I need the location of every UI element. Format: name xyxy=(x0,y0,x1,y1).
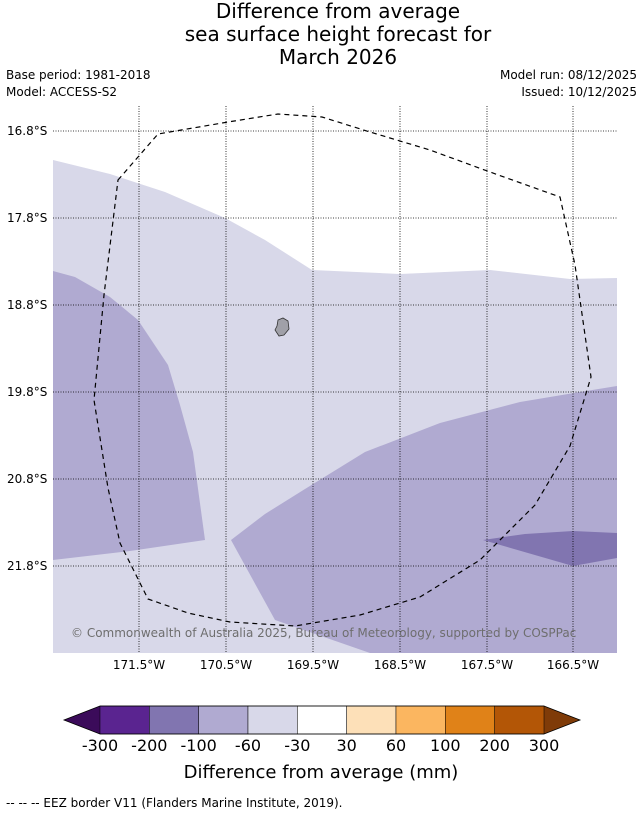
lat-label: 20.8°S xyxy=(7,472,47,486)
lon-label: 171.5°W xyxy=(113,658,165,672)
title-line-1: Difference from average xyxy=(215,0,461,23)
model-run: Model run: 08/12/2025 xyxy=(499,68,637,82)
colorbar-tick-label: -30 xyxy=(284,736,310,755)
latitude-labels: 16.8°S 17.8°S 18.8°S 19.8°S 20.8°S 21.8°… xyxy=(7,124,47,573)
lon-label: 166.5°W xyxy=(547,658,599,672)
island-shape xyxy=(274,317,290,337)
lon-label: 167.5°W xyxy=(461,658,513,672)
anomaly-region-west xyxy=(53,271,205,560)
meta-left: Base period: 1981-2018 Model: ACCESS-S2 xyxy=(6,67,151,101)
colorbar-tick-label: 30 xyxy=(336,736,356,755)
lon-label: 169.5°W xyxy=(287,658,339,672)
colorbar: -300 -200 -100 -60 -30 30 60 100 200 300 Differen… xyxy=(62,705,582,783)
lat-label: 17.8°S xyxy=(7,211,47,225)
map-figure: © Commonwealth of Australia 2025, Bureau… xyxy=(7,106,617,783)
colorbar-tick-label: -60 xyxy=(235,736,261,755)
colorbar-cell xyxy=(346,705,397,735)
copyright-notice: © Commonwealth of Australia 2025, Bureau… xyxy=(71,626,576,640)
issued-date: Issued: 10/12/2025 xyxy=(521,85,637,99)
colorbar-tick-label: 100 xyxy=(430,736,461,755)
lat-label: 18.8°S xyxy=(7,298,47,312)
colorbar-cell xyxy=(395,705,446,735)
colorbar-tick-label: 60 xyxy=(386,736,406,755)
anomaly-region-southeast xyxy=(231,386,617,653)
colorbar-tick-label: 300 xyxy=(529,736,560,755)
colorbar-tick-labels: -300 -200 -100 -60 -30 30 60 100 200 300 xyxy=(82,736,559,755)
lat-label: 19.8°S xyxy=(7,385,47,399)
colorbar-cell xyxy=(149,705,199,735)
colorbar-cells xyxy=(99,705,545,735)
base-period: Base period: 1981-2018 xyxy=(6,68,151,82)
colorbar-tick-label: 200 xyxy=(479,736,510,755)
colorbar-cell xyxy=(494,705,545,735)
colorbar-over-arrow xyxy=(544,706,580,734)
eez-border xyxy=(93,113,592,627)
colorbar-label: Difference from average (mm) xyxy=(184,762,459,783)
lat-label: 16.8°S xyxy=(7,124,47,138)
lon-label: 168.5°W xyxy=(374,658,426,672)
colorbar-tick-label: -100 xyxy=(181,736,217,755)
meta-right: Model run: 08/12/2025 Issued: 10/12/2025 xyxy=(500,67,637,101)
title-line-3: March 2026 xyxy=(278,45,398,69)
colorbar-cell xyxy=(247,705,298,735)
colorbar-cell xyxy=(297,705,347,735)
title-line-2: sea surface height forecast for xyxy=(184,22,492,46)
eez-legend-note: -- -- -- EEZ border V11 (Flanders Marine… xyxy=(6,796,343,810)
colorbar-tick-label: -200 xyxy=(131,736,167,755)
lon-label: 170.5°W xyxy=(200,658,252,672)
map-title: Difference from average sea surface heig… xyxy=(0,0,644,69)
colorbar-cell xyxy=(198,705,249,735)
lat-label: 21.8°S xyxy=(7,559,47,573)
colorbar-cell xyxy=(445,705,495,735)
colorbar-tick-label: -300 xyxy=(82,736,118,755)
graticule xyxy=(53,106,617,653)
model-name: Model: ACCESS-S2 xyxy=(6,85,118,99)
colorbar-cell xyxy=(99,705,150,735)
map-panel: © Commonwealth of Australia 2025, Bureau… xyxy=(53,106,617,653)
anomaly-region-minus200-minus100 xyxy=(483,531,617,566)
colorbar-outline xyxy=(62,705,582,735)
longitude-labels: 171.5°W 170.5°W 169.5°W 168.5°W 167.5°W … xyxy=(113,658,599,672)
colorbar-under-arrow xyxy=(64,706,100,734)
